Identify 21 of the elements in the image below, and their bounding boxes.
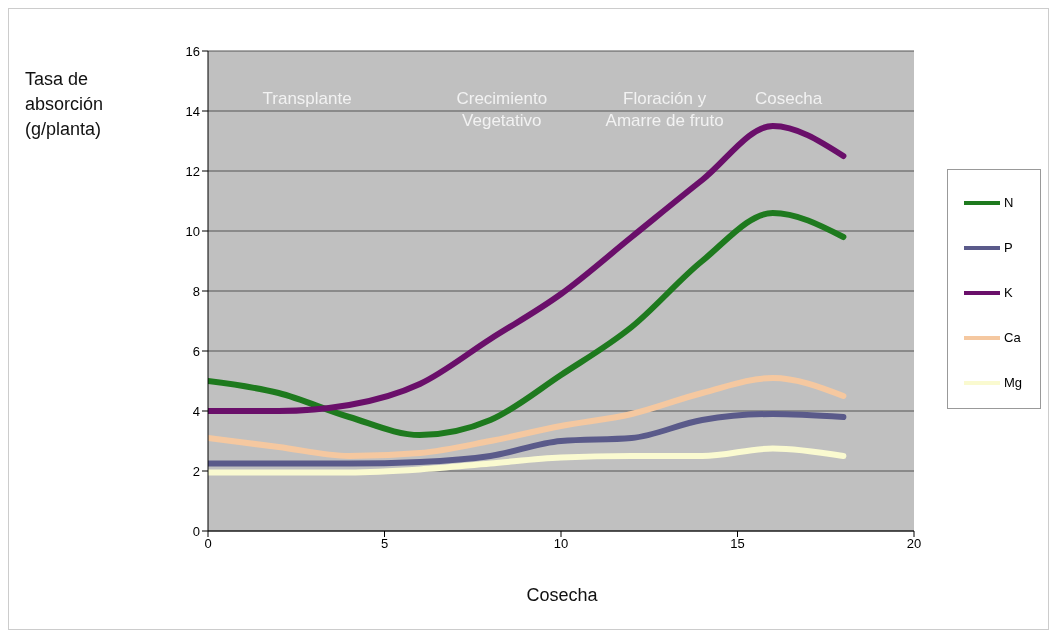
x-tick-label: 5 [380, 536, 389, 552]
y-tick-label: 8 [192, 283, 200, 299]
y-tick-label: 16 [185, 43, 200, 59]
x-axis-title: Cosecha [525, 585, 599, 606]
legend-label: N [1004, 195, 1014, 210]
y-tick-label: 4 [192, 403, 200, 419]
x-tick-label: 0 [204, 536, 212, 552]
legend-label: P [1004, 240, 1013, 255]
y-tick-label: 10 [185, 223, 200, 239]
y-tick-label: 12 [185, 163, 200, 179]
x-tick-label: 10 [553, 536, 569, 552]
legend-label: K [1004, 285, 1013, 300]
y-tick-label: 2 [192, 463, 200, 479]
y-tick-label: 0 [192, 523, 200, 539]
legend-label: Mg [1004, 375, 1023, 390]
y-tick-label: 14 [185, 103, 200, 119]
legend-label: Ca [1004, 330, 1021, 345]
y-tick-label: 6 [192, 343, 200, 359]
y-axis-title: Tasa de absorción (g/planta) [25, 68, 104, 141]
x-tick-label: 20 [906, 536, 922, 552]
x-tick-label: 15 [730, 536, 745, 552]
